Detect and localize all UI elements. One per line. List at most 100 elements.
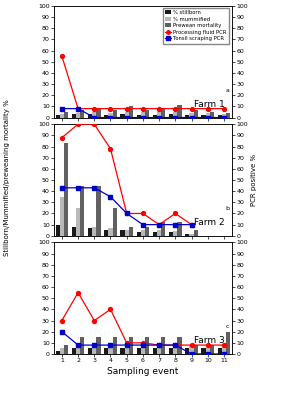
Bar (76, 208, 80, 236)
Bar (153, 115, 157, 118)
Bar (104, 348, 108, 354)
Bar (169, 114, 173, 118)
Bar (173, 345, 177, 354)
Bar (226, 113, 230, 118)
Bar (189, 113, 194, 118)
Bar (141, 230, 145, 236)
Bar (60, 197, 64, 236)
Bar (80, 337, 84, 354)
Bar (169, 232, 173, 236)
Bar (222, 345, 226, 354)
Bar (206, 113, 210, 118)
Bar (169, 348, 173, 354)
Bar (92, 345, 97, 354)
Bar (120, 348, 125, 354)
Bar (88, 228, 92, 236)
Y-axis label: PCR positive %: PCR positive % (251, 154, 257, 206)
Bar (104, 230, 108, 236)
Bar (60, 348, 64, 354)
Bar (108, 228, 113, 236)
Bar (210, 112, 214, 118)
Bar (64, 345, 68, 354)
Bar (108, 113, 113, 118)
Bar (201, 115, 206, 118)
Bar (218, 348, 222, 354)
Bar (222, 114, 226, 118)
Text: b: b (226, 206, 230, 211)
Bar (92, 227, 97, 236)
Bar (173, 112, 177, 118)
Bar (55, 115, 60, 118)
Bar (194, 230, 198, 236)
Bar (177, 105, 182, 118)
Bar (137, 115, 141, 118)
Bar (60, 114, 64, 118)
Bar (97, 108, 101, 118)
Bar (120, 230, 125, 236)
Bar (157, 230, 161, 236)
Bar (129, 227, 133, 236)
Bar (153, 348, 157, 354)
Bar (113, 110, 117, 118)
Bar (141, 345, 145, 354)
Bar (76, 113, 80, 118)
Bar (206, 345, 210, 354)
Bar (88, 114, 92, 118)
Bar (104, 115, 108, 118)
Bar (157, 111, 161, 118)
Bar (218, 115, 222, 118)
Bar (72, 227, 76, 236)
Bar (92, 112, 97, 118)
Bar (97, 337, 101, 354)
Bar (141, 112, 145, 118)
Text: a: a (226, 88, 230, 93)
Bar (185, 348, 189, 354)
Text: Stillborn/Mummified/preweaning mortality %: Stillborn/Mummified/preweaning mortality… (4, 100, 10, 256)
Bar (113, 208, 117, 236)
Bar (137, 232, 141, 236)
Bar (120, 114, 125, 118)
Bar (173, 231, 177, 236)
Bar (201, 348, 206, 354)
Bar (113, 337, 117, 354)
Text: Farm 3: Farm 3 (194, 336, 225, 345)
Bar (145, 227, 149, 236)
Bar (125, 345, 129, 354)
Bar (161, 222, 166, 236)
Bar (125, 112, 129, 118)
Bar (88, 348, 92, 354)
Bar (125, 230, 129, 236)
Bar (194, 345, 198, 354)
Bar (72, 114, 76, 118)
Bar (55, 351, 60, 354)
Bar (129, 106, 133, 118)
Bar (97, 186, 101, 236)
Bar (80, 186, 84, 236)
Bar (153, 232, 157, 236)
Bar (55, 225, 60, 236)
Bar (161, 109, 166, 118)
Text: Farm 2: Farm 2 (194, 218, 225, 227)
Bar (185, 234, 189, 236)
Bar (194, 110, 198, 118)
Bar (76, 345, 80, 354)
Bar (64, 112, 68, 118)
Bar (189, 234, 194, 236)
Bar (72, 348, 76, 354)
X-axis label: Sampling event: Sampling event (107, 367, 179, 376)
Bar (185, 115, 189, 118)
Bar (145, 110, 149, 118)
Text: Farm 1: Farm 1 (194, 100, 225, 109)
Bar (145, 337, 149, 354)
Bar (129, 337, 133, 354)
Bar (226, 332, 230, 354)
Bar (161, 337, 166, 354)
Bar (64, 143, 68, 236)
Bar (210, 345, 214, 354)
Bar (177, 337, 182, 354)
Bar (177, 222, 182, 236)
Bar (157, 345, 161, 354)
Bar (189, 345, 194, 354)
Bar (108, 345, 113, 354)
Bar (137, 348, 141, 354)
